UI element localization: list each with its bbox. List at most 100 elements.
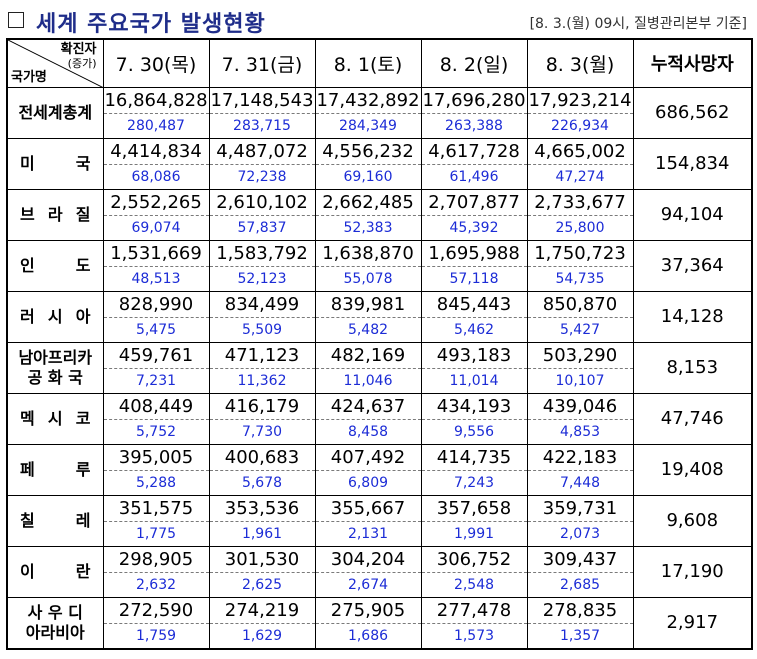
daily-cases-cell: 424,637 8,458 (314, 392, 422, 445)
daily-increase: 48,513 (131, 270, 181, 287)
cumulative-confirmed: 407,492 (315, 445, 421, 471)
country-name-char: 국 (75, 153, 91, 173)
daily-cases-cell: 845,443 5,462 (420, 290, 528, 343)
daily-increase: 1,686 (347, 627, 389, 644)
cumulative-confirmed: 306,752 (421, 547, 527, 573)
cumulative-confirmed: 400,683 (209, 445, 315, 471)
daily-cases-cell: 503,290 10,107 (526, 341, 634, 394)
daily-increase: 280,487 (127, 117, 185, 134)
cumulative-confirmed: 2,552,265 (103, 190, 209, 216)
cumulative-confirmed: 357,658 (421, 496, 527, 522)
daily-increase: 57,118 (449, 270, 499, 287)
daily-cases-cell: 301,530 2,625 (208, 545, 316, 598)
daily-increase: 2,632 (135, 576, 177, 593)
daily-cases-cell: 275,905 1,686 (314, 596, 422, 649)
daily-cases-cell: 2,552,265 69,074 (102, 188, 210, 241)
cumulative-confirmed: 274,219 (209, 598, 315, 624)
cumulative-confirmed: 1,638,870 (315, 241, 421, 267)
table-row: 미 국 4,414,834 68,086 4,487,072 72,238 4,556,23… (6, 137, 753, 190)
daily-cases-cell: 4,665,002 47,274 (526, 137, 634, 190)
cumulative-confirmed: 471,123 (209, 343, 315, 369)
daily-increase: 52,383 (343, 219, 393, 236)
daily-increase: 68,086 (131, 168, 181, 185)
daily-cases-cell: 2,707,877 45,392 (420, 188, 528, 241)
daily-cases-cell: 2,662,485 52,383 (314, 188, 422, 241)
cumulative-confirmed: 493,183 (421, 343, 527, 369)
cumulative-confirmed: 459,761 (103, 343, 209, 369)
daily-increase: 226,934 (551, 117, 609, 134)
daily-cases-cell: 4,487,072 72,238 (208, 137, 316, 190)
daily-cases-cell: 4,617,728 61,496 (420, 137, 528, 190)
daily-cases-cell: 355,667 2,131 (314, 494, 422, 547)
table-row: 브 라 질 2,552,265 69,074 2,610,102 57,837 2,662,4… (6, 188, 753, 241)
daily-increase: 2,685 (559, 576, 601, 593)
daily-increase: 5,288 (135, 474, 177, 491)
daily-increase: 5,509 (241, 321, 283, 338)
daily-cases-cell: 414,735 7,243 (420, 443, 528, 496)
daily-increase: 1,573 (453, 627, 495, 644)
daily-increase: 69,074 (131, 219, 181, 236)
daily-cases-cell: 4,414,834 68,086 (102, 137, 210, 190)
daily-increase: 55,078 (343, 270, 393, 287)
daily-increase: 5,462 (453, 321, 495, 338)
cumulative-confirmed: 422,183 (527, 445, 633, 471)
daily-increase: 7,730 (241, 423, 283, 440)
date-header: 8. 2(일) (420, 38, 528, 88)
daily-increase: 1,775 (135, 525, 177, 542)
cumulative-confirmed: 4,556,232 (315, 139, 421, 165)
country-name-char: 이 (20, 561, 35, 581)
country-cases-table: 확진자 (증가) 국가명 7. 30(목) 7. 31(금) 8. 1(토) 8… (6, 38, 753, 650)
daily-increase: 5,752 (135, 423, 177, 440)
country-name-line: 아라비아 (25, 622, 85, 642)
checkbox-icon (8, 12, 24, 28)
daily-increase: 1,991 (453, 525, 495, 542)
daily-cases-cell: 306,752 2,548 (420, 545, 528, 598)
corner-header: 확진자 (증가) 국가명 (6, 38, 104, 88)
cumulative-confirmed: 16,864,828 (103, 88, 209, 114)
cumulative-confirmed: 17,148,543 (209, 88, 315, 114)
cumulative-confirmed: 277,478 (421, 598, 527, 624)
daily-cases-cell: 493,183 11,014 (420, 341, 528, 394)
cumulative-deaths-cell: 8,153 (632, 341, 753, 394)
daily-cases-cell: 1,583,792 52,123 (208, 239, 316, 292)
daily-increase: 4,853 (559, 423, 601, 440)
cumulative-confirmed: 2,662,485 (315, 190, 421, 216)
daily-increase: 9,556 (453, 423, 495, 440)
cumulative-deaths-cell: 2,917 (632, 596, 753, 649)
country-name-label: 국가명 (11, 69, 47, 85)
cumulative-confirmed: 482,169 (315, 343, 421, 369)
cumulative-confirmed: 17,696,280 (421, 88, 527, 114)
daily-increase: 52,123 (237, 270, 287, 287)
cumulative-confirmed: 424,637 (315, 394, 421, 420)
daily-cases-cell: 471,123 11,362 (208, 341, 316, 394)
daily-cases-cell: 434,193 9,556 (420, 392, 528, 445)
daily-increase: 6,809 (347, 474, 389, 491)
cumulative-deaths-cell: 19,408 (632, 443, 753, 496)
daily-cases-cell: 353,536 1,961 (208, 494, 316, 547)
cumulative-deaths-cell: 14,128 (632, 290, 753, 343)
daily-increase: 7,243 (453, 474, 495, 491)
daily-increase: 5,482 (347, 321, 389, 338)
cumulative-confirmed: 2,733,677 (527, 190, 633, 216)
daily-cases-cell: 408,449 5,752 (102, 392, 210, 445)
table-row: 남아프리카 공 화 국 459,761 7,231 471,123 11,362 482,1… (6, 341, 753, 394)
daily-increase: 1,961 (241, 525, 283, 542)
country-name-char: 미 (20, 153, 35, 173)
daily-cases-cell: 1,695,988 57,118 (420, 239, 528, 292)
country-name-char: 칠 (20, 510, 35, 530)
cumulative-confirmed: 408,449 (103, 394, 209, 420)
daily-cases-cell: 1,750,723 54,735 (526, 239, 634, 292)
country-name-char: 코 (75, 408, 91, 428)
daily-cases-cell: 850,870 5,427 (526, 290, 634, 343)
date-header: 7. 30(목) (102, 38, 210, 88)
daily-increase: 54,735 (555, 270, 605, 287)
country-name-line: 남아프리카 (18, 347, 93, 367)
source-note: [8. 3.(월) 09시, 질병관리본부 기준] (529, 16, 747, 32)
daily-increase: 11,362 (237, 372, 287, 389)
